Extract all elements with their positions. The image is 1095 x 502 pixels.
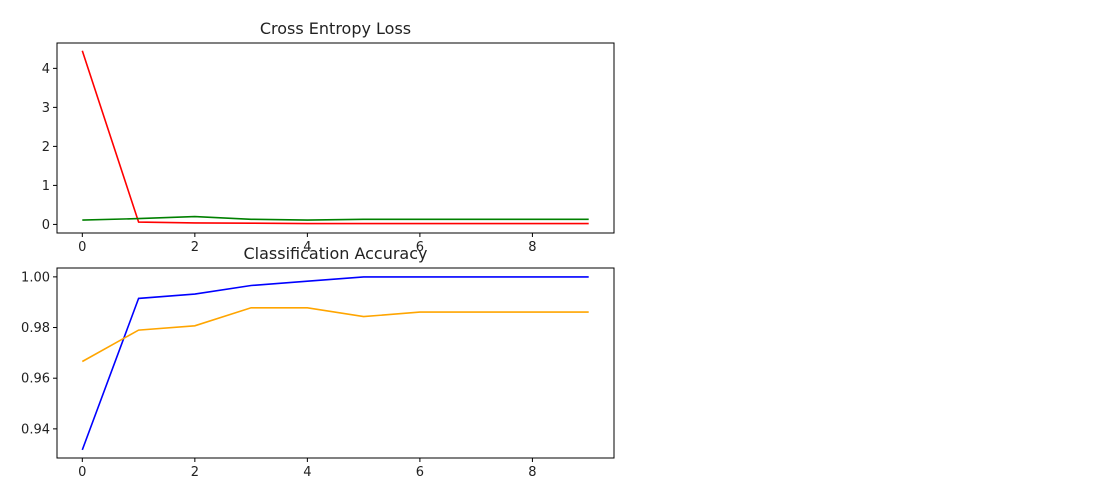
series-line-1 [81,276,589,451]
axes-frame [56,267,615,459]
x-tick-label: 6 [416,465,424,480]
y-tick-label: 3 [42,101,50,116]
x-tick-label: 8 [528,240,536,255]
x-tick-label: 6 [416,240,424,255]
y-tick-label: 4 [42,62,50,77]
x-tick-label: 4 [303,240,311,255]
chart-title: Classification Accuracy [244,244,428,263]
chart-title: Cross Entropy Loss [260,19,411,38]
x-tick-label: 2 [191,240,199,255]
x-tick-label: 0 [78,465,86,480]
y-tick-label: 0.96 [21,372,50,387]
series-line-1 [81,50,589,225]
y-tick-label: 1.00 [21,270,50,285]
series-line-2 [81,306,589,363]
series-line-2 [82,215,589,221]
x-tick-label: 0 [78,240,86,255]
y-tick-label: 0.98 [21,321,50,336]
x-tick-label: 8 [528,465,536,480]
y-tick-label: 0 [42,218,50,233]
y-tick-label: 0.94 [21,422,50,437]
x-tick-label: 4 [303,465,311,480]
x-tick-label: 2 [191,465,199,480]
y-tick-label: 1 [42,179,50,194]
axes-frame [56,42,615,234]
chart-1: 0 2 4 6 8 0 1 2 3 4 Cross Entropy Loss [42,19,615,255]
y-tick-label: 2 [42,140,50,155]
chart-2: 0 2 4 6 8 0.94 0.96 0.98 1.00 Classification Accu… [21,244,615,480]
